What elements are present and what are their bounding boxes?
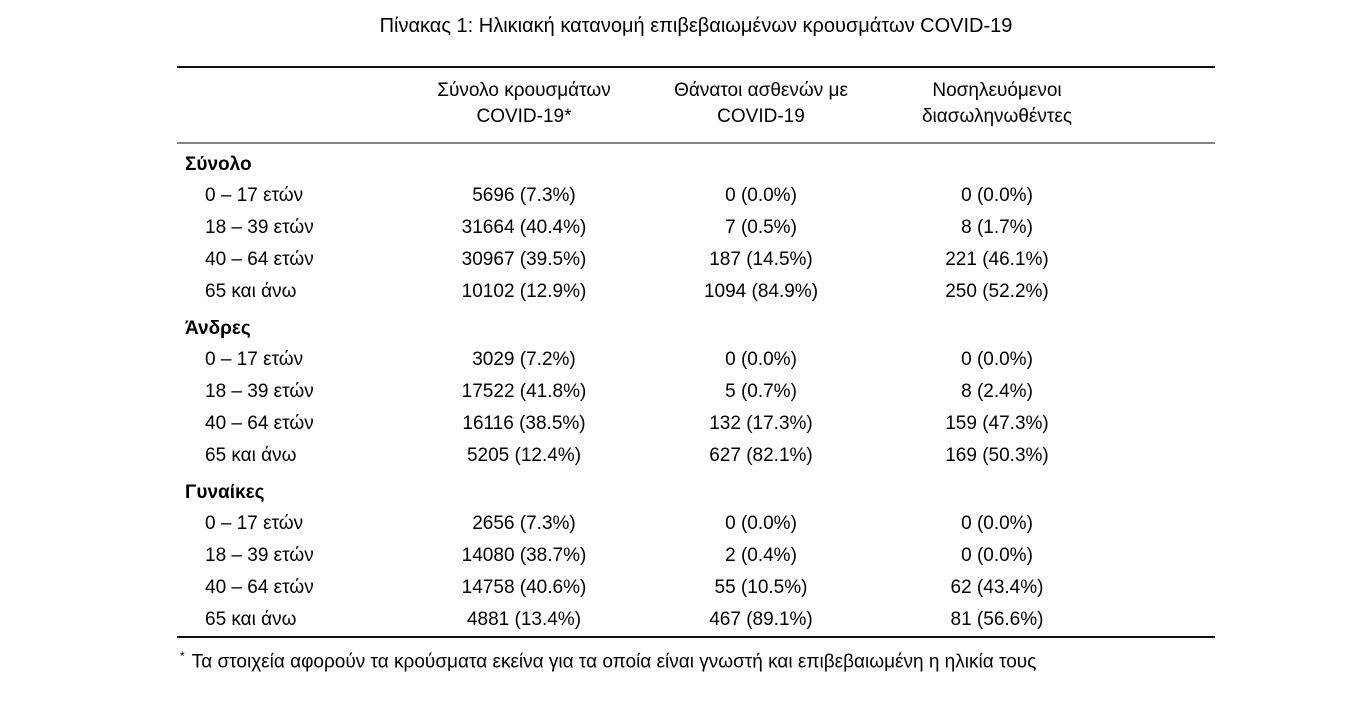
table-row: 18 – 39 ετών 17522 (41.8%) 5 (0.7%) 8 (2… xyxy=(177,376,1215,408)
header-deaths-line2: COVID-19 xyxy=(717,106,805,127)
header-cell-cases: Σύνολο κρουσμάτων COVID-19* xyxy=(405,67,643,144)
section-row-total: Σύνολο xyxy=(177,143,1215,180)
cases-cell: 5205 (12.4%) xyxy=(466,445,582,466)
table-row: 65 και άνω 5205 (12.4%) 627 (82.1%) 169 … xyxy=(177,440,1215,472)
table-title: Πίνακας 1: Ηλικιακή κατανομή επιβεβαιωμέ… xyxy=(379,15,1013,37)
deaths-cell: 0 (0.0%) xyxy=(725,513,797,534)
spacer-cell xyxy=(1115,508,1215,540)
header-cases-line2: COVID-19* xyxy=(476,106,572,127)
row-label: 40 – 64 ετών xyxy=(205,577,314,598)
spacer-cell xyxy=(1115,276,1215,308)
header-cell-empty xyxy=(177,67,405,144)
intubated-cell: 0 (0.0%) xyxy=(961,513,1033,534)
spacer-cell xyxy=(1115,212,1215,244)
spacer-cell xyxy=(1115,180,1215,212)
table-row: 40 – 64 ετών 16116 (38.5%) 132 (17.3%) 1… xyxy=(177,408,1215,440)
table-row: 65 και άνω 10102 (12.9%) 1094 (84.9%) 25… xyxy=(177,276,1215,308)
row-label: 40 – 64 ετών xyxy=(205,249,314,270)
intubated-cell: 0 (0.0%) xyxy=(961,349,1033,370)
intubated-cell: 62 (43.4%) xyxy=(950,577,1044,598)
cases-cell: 17522 (41.8%) xyxy=(461,381,587,402)
row-label: 0 – 17 ετών xyxy=(205,185,304,206)
deaths-cell: 0 (0.0%) xyxy=(725,185,797,206)
covid-age-distribution-table: Σύνολο κρουσμάτων COVID-19* Θάνατοι ασθε… xyxy=(177,66,1215,638)
deaths-cell: 2 (0.4%) xyxy=(725,545,797,566)
section-label: Γυναίκες xyxy=(185,482,265,503)
intubated-cell: 0 (0.0%) xyxy=(961,545,1033,566)
intubated-cell: 8 (2.4%) xyxy=(961,381,1033,402)
spacer-cell xyxy=(1115,572,1215,604)
row-label: 18 – 39 ετών xyxy=(205,217,314,238)
deaths-cell: 132 (17.3%) xyxy=(709,413,813,434)
header-cases-line1: Σύνολο κρουσμάτων xyxy=(437,80,611,101)
spacer-cell xyxy=(1115,604,1215,637)
spacer-cell xyxy=(1115,244,1215,276)
header-cell-intubated: Νοσηλευόμενοι διασωληνωθέντες xyxy=(879,67,1115,144)
footnote-text: Τα στοιχεία αφορούν τα κρούσματα εκείνα … xyxy=(191,651,1037,673)
row-label: 65 και άνω xyxy=(205,281,297,302)
spacer-cell xyxy=(1115,344,1215,376)
deaths-cell: 7 (0.5%) xyxy=(725,217,797,238)
cases-cell: 3029 (7.2%) xyxy=(472,349,576,370)
cases-cell: 31664 (40.4%) xyxy=(461,217,587,238)
spacer-cell xyxy=(1115,540,1215,572)
row-label: 40 – 64 ετών xyxy=(205,413,314,434)
cases-cell: 10102 (12.9%) xyxy=(461,281,587,302)
spacer-cell xyxy=(1115,408,1215,440)
intubated-cell: 159 (47.3%) xyxy=(945,413,1049,434)
header-intubated-line2: διασωληνωθέντες xyxy=(921,106,1073,127)
cases-cell: 4881 (13.4%) xyxy=(466,609,582,630)
intubated-cell: 221 (46.1%) xyxy=(945,249,1049,270)
table-row: 40 – 64 ετών 14758 (40.6%) 55 (10.5%) 62… xyxy=(177,572,1215,604)
cases-cell: 30967 (39.5%) xyxy=(461,249,587,270)
row-label: 18 – 39 ετών xyxy=(205,545,314,566)
intubated-cell: 250 (52.2%) xyxy=(945,281,1049,302)
header-cell-deaths: Θάνατοι ασθενών με COVID-19 xyxy=(643,67,879,144)
intubated-cell: 8 (1.7%) xyxy=(961,217,1033,238)
deaths-cell: 467 (89.1%) xyxy=(709,609,813,630)
deaths-cell: 187 (14.5%) xyxy=(709,249,813,270)
deaths-cell: 1094 (84.9%) xyxy=(703,281,819,302)
row-label: 65 και άνω xyxy=(205,609,297,630)
header-cell-spacer xyxy=(1115,67,1215,144)
section-row-women: Γυναίκες xyxy=(177,472,1215,508)
footnote: * Τα στοιχεία αφορούν τα κρούσματα εκείνα… xyxy=(180,644,1238,674)
table-row: 18 – 39 ετών 14080 (38.7%) 2 (0.4%) 0 (0… xyxy=(177,540,1215,572)
intubated-cell: 0 (0.0%) xyxy=(961,185,1033,206)
deaths-cell: 55 (10.5%) xyxy=(714,577,808,598)
table-row: 0 – 17 ετών 5696 (7.3%) 0 (0.0%) 0 (0.0%… xyxy=(177,180,1215,212)
table-row: 0 – 17 ετών 2656 (7.3%) 0 (0.0%) 0 (0.0%… xyxy=(177,508,1215,540)
table-row: 0 – 17 ετών 3029 (7.2%) 0 (0.0%) 0 (0.0%… xyxy=(177,344,1215,376)
header-intubated-line1: Νοσηλευόμενοι xyxy=(932,80,1062,101)
intubated-cell: 169 (50.3%) xyxy=(945,445,1049,466)
section-label: Άνδρες xyxy=(185,318,251,339)
footnote-marker: * xyxy=(180,649,185,663)
cases-cell: 14080 (38.7%) xyxy=(461,545,587,566)
cases-cell: 16116 (38.5%) xyxy=(462,413,586,434)
header-row: Σύνολο κρουσμάτων COVID-19* Θάνατοι ασθε… xyxy=(177,67,1215,144)
deaths-cell: 5 (0.7%) xyxy=(725,381,797,402)
cases-cell: 5696 (7.3%) xyxy=(472,185,576,206)
deaths-cell: 0 (0.0%) xyxy=(725,349,797,370)
table-row: 40 – 64 ετών 30967 (39.5%) 187 (14.5%) 2… xyxy=(177,244,1215,276)
cases-cell: 2656 (7.3%) xyxy=(472,513,576,534)
header-deaths-line1: Θάνατοι ασθενών με xyxy=(674,80,848,101)
row-label: 18 – 39 ετών xyxy=(205,381,314,402)
spacer-cell xyxy=(1115,440,1215,472)
section-label: Σύνολο xyxy=(185,154,252,175)
row-label: 65 και άνω xyxy=(205,445,297,466)
table-row: 65 και άνω 4881 (13.4%) 467 (89.1%) 81 (… xyxy=(177,604,1215,637)
section-row-men: Άνδρες xyxy=(177,308,1215,344)
deaths-cell: 627 (82.1%) xyxy=(709,445,813,466)
intubated-cell: 81 (56.6%) xyxy=(950,609,1044,630)
row-label: 0 – 17 ετών xyxy=(205,349,304,370)
table-row: 18 – 39 ετών 31664 (40.4%) 7 (0.5%) 8 (1… xyxy=(177,212,1215,244)
row-label: 0 – 17 ετών xyxy=(205,513,304,534)
spacer-cell xyxy=(1115,376,1215,408)
cases-cell: 14758 (40.6%) xyxy=(461,577,587,598)
